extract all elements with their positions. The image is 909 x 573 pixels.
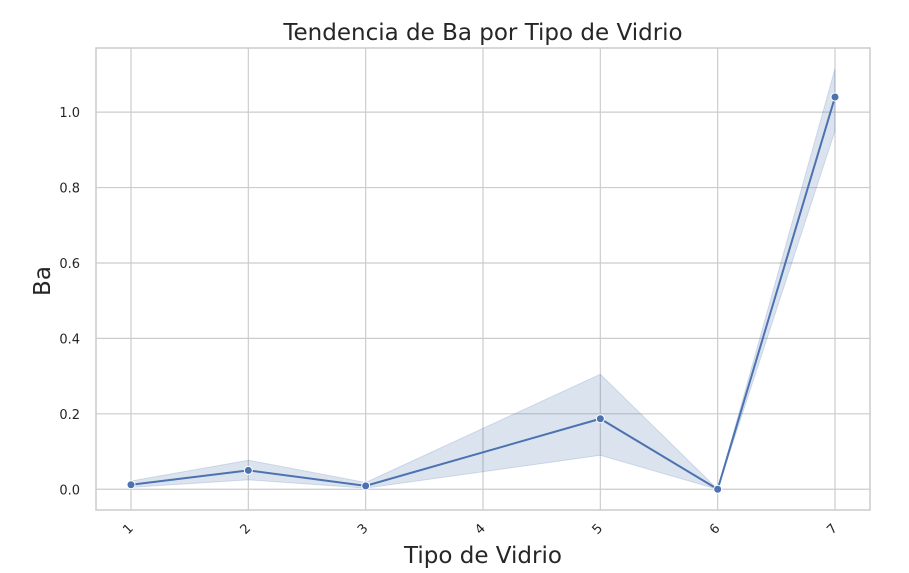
data-points bbox=[126, 92, 840, 494]
data-point bbox=[713, 484, 723, 494]
chart-title: Tendencia de Ba por Tipo de Vidrio bbox=[282, 20, 682, 46]
x-tick-label: 4 bbox=[472, 521, 488, 537]
data-point bbox=[126, 480, 136, 490]
x-tick-label: 7 bbox=[824, 521, 840, 537]
y-tick-label: 0.4 bbox=[59, 332, 80, 347]
y-tick-labels: 0.0 0.2 0.4 0.6 0.8 1.0 bbox=[59, 106, 80, 498]
series-line-layer bbox=[130, 96, 836, 491]
y-tick-label: 1.0 bbox=[59, 106, 80, 121]
data-point bbox=[595, 414, 605, 424]
x-tick-labels: 1 2 3 4 5 6 7 bbox=[120, 521, 840, 537]
x-tick-label: 1 bbox=[120, 521, 136, 537]
series-line bbox=[130, 96, 836, 491]
y-axis-label: Ba bbox=[30, 266, 56, 296]
x-axis-label: Tipo de Vidrio bbox=[403, 543, 562, 569]
data-point bbox=[830, 92, 840, 102]
x-tick-label: 2 bbox=[238, 521, 254, 537]
y-tick-label: 0.8 bbox=[59, 182, 80, 197]
y-tick-label: 0.2 bbox=[59, 408, 80, 423]
data-point bbox=[361, 481, 371, 491]
data-point bbox=[243, 465, 253, 475]
x-tick-label: 3 bbox=[355, 521, 371, 537]
plot-frame bbox=[95, 47, 871, 511]
grid bbox=[96, 48, 870, 510]
y-tick-label: 0.0 bbox=[59, 483, 80, 498]
x-tick-label: 5 bbox=[590, 521, 606, 537]
y-tick-label: 0.6 bbox=[59, 257, 80, 272]
x-tick-label: 6 bbox=[707, 521, 723, 537]
